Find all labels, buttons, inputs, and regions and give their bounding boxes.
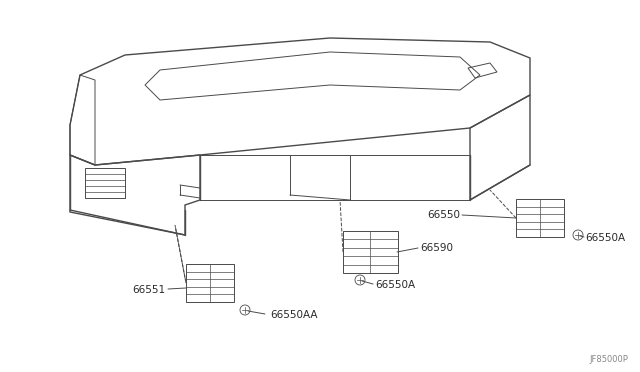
Text: 66550AA: 66550AA [270,310,317,320]
Text: 66550A: 66550A [585,233,625,243]
Text: 66551: 66551 [132,285,165,295]
Text: 66550: 66550 [427,210,460,220]
Text: 66590: 66590 [420,243,453,253]
Text: JF85000P: JF85000P [589,355,628,364]
Text: 66550A: 66550A [375,280,415,290]
